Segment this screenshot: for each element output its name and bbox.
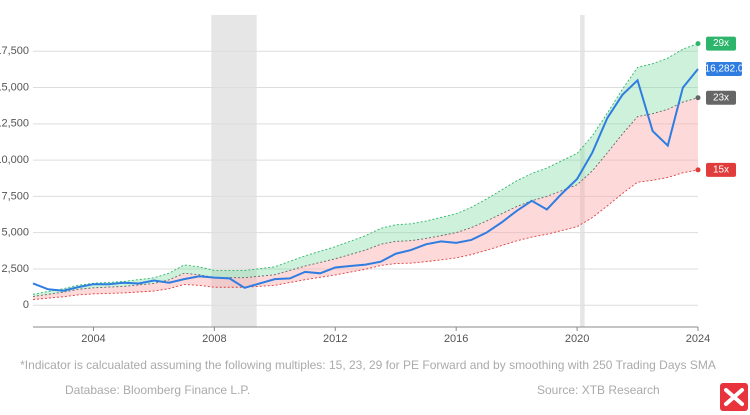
y-tick-label: 5,000: [1, 227, 29, 239]
end-dot: [695, 95, 701, 101]
y-tick-label: 10,000: [0, 154, 29, 166]
plot: 0 2,500 5,000 7,500 10,000 12,500 15,000 17,500…: [0, 15, 744, 345]
band-fill: [33, 97, 698, 300]
y-tick-label: 2,500: [1, 263, 29, 275]
end-label-text: 29x: [713, 38, 729, 49]
x-tick-label: 2008: [202, 333, 226, 345]
note: *Indicator is calcualated assuming the f…: [20, 358, 716, 372]
end-label-box: [706, 90, 736, 105]
x-tick-label: 2012: [323, 333, 347, 345]
end-label-text: 16,282.0: [705, 64, 744, 75]
end-label-text: 23x: [713, 92, 729, 103]
y-tick-label: 0: [23, 299, 29, 311]
end-label: 15x: [706, 162, 736, 177]
multiple-line: [32, 43, 699, 295]
x-tick-label: 2020: [565, 333, 589, 345]
x-tick-label: 2004: [81, 333, 105, 345]
end-dot: [695, 167, 701, 173]
end-dot: [695, 41, 701, 47]
recession: [211, 15, 257, 327]
x-tick-label: 2024: [686, 333, 710, 345]
end-label-text: 15x: [713, 165, 729, 176]
y-tick-label: 7,500: [1, 190, 29, 202]
y-tick-label: 15,000: [0, 81, 29, 93]
band-fill: [33, 43, 698, 297]
end-label: 23x: [706, 90, 736, 105]
end-label-box: [706, 61, 742, 76]
end-label: 16,282.0: [705, 61, 744, 76]
index-line: [32, 68, 699, 292]
end-label: 29x: [706, 36, 736, 51]
y-tick-label: 17,500: [0, 45, 29, 57]
end-label-box: [706, 36, 736, 51]
database: Database: Bloomberg Finance L.P.: [65, 383, 250, 397]
y-tick-label: 12,500: [0, 118, 29, 130]
end-label-box: [706, 162, 736, 177]
source: Source: XTB Research: [537, 383, 660, 397]
logo: [720, 383, 748, 411]
x-tick-label: 2016: [444, 333, 468, 345]
